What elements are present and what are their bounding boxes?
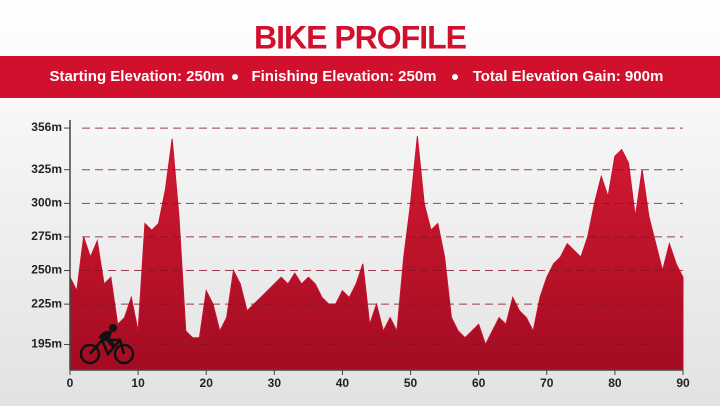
chart-title: BIKE PROFILE xyxy=(254,19,467,55)
x-tick-label: 60 xyxy=(472,376,486,390)
stat: Starting Elevation: 250m xyxy=(49,68,224,85)
y-tick-label: 300m xyxy=(31,196,62,210)
y-tick-label: 356m xyxy=(31,120,62,134)
x-tick-label: 30 xyxy=(268,376,282,390)
y-tick-label: 275m xyxy=(31,229,62,243)
stat: Total Elevation Gain: 900m xyxy=(473,68,664,85)
elevation-area xyxy=(69,136,684,371)
x-tick-label: 80 xyxy=(608,376,622,390)
stat: Finishing Elevation: 250m xyxy=(251,68,436,85)
x-tick-label: 90 xyxy=(676,376,690,390)
y-tick-label: 225m xyxy=(31,296,62,310)
y-tick-label: 250m xyxy=(31,263,62,277)
x-tick-label: 10 xyxy=(131,376,145,390)
bullet xyxy=(232,74,238,80)
cyclist-icon xyxy=(79,324,135,365)
stats-band xyxy=(0,56,720,98)
y-tick-label: 195m xyxy=(31,337,62,351)
x-tick-label: 70 xyxy=(540,376,554,390)
x-tick-label: 0 xyxy=(67,376,74,390)
bullet xyxy=(452,74,458,80)
x-tick-label: 40 xyxy=(336,376,350,390)
x-tick-label: 50 xyxy=(404,376,418,390)
y-tick-label: 325m xyxy=(31,162,62,176)
x-tick-label: 20 xyxy=(200,376,214,390)
plot: 195m 225m 250m 275m 300m 325m 356m 0 10 20 30 40 50 6… xyxy=(31,120,690,390)
